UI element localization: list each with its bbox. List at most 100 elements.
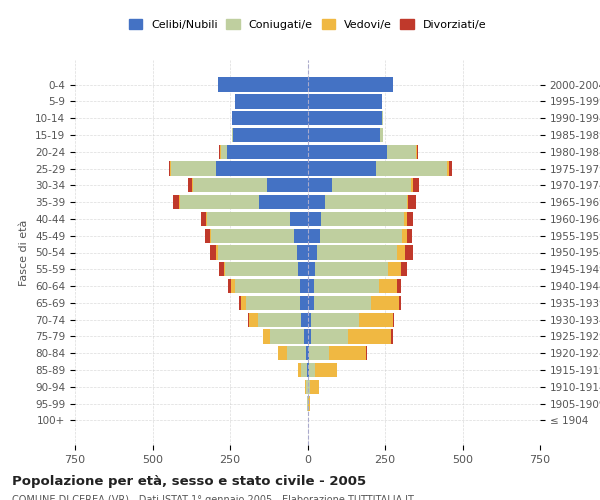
Bar xyxy=(308,78,393,92)
Bar xyxy=(404,212,407,226)
Bar xyxy=(241,296,245,310)
Bar xyxy=(329,346,367,360)
Bar xyxy=(298,363,301,377)
Bar xyxy=(278,346,287,360)
Bar xyxy=(205,228,211,243)
Bar xyxy=(308,380,310,394)
Bar xyxy=(226,262,298,276)
Bar xyxy=(308,94,382,108)
Bar xyxy=(417,144,418,159)
Bar xyxy=(300,279,308,293)
Bar xyxy=(449,162,452,175)
Bar xyxy=(320,228,402,243)
Bar xyxy=(391,330,393,344)
Bar xyxy=(188,178,192,192)
Bar xyxy=(371,296,399,310)
Bar xyxy=(407,212,413,226)
Bar xyxy=(307,396,308,410)
Bar xyxy=(412,178,413,192)
Bar xyxy=(179,195,181,210)
Bar xyxy=(267,178,308,192)
Bar xyxy=(315,262,388,276)
Bar xyxy=(407,195,408,210)
Bar xyxy=(308,111,382,126)
Bar xyxy=(359,312,393,327)
Bar xyxy=(311,312,359,327)
Bar xyxy=(263,330,271,344)
Bar xyxy=(219,262,224,276)
Bar xyxy=(300,296,308,310)
Bar xyxy=(314,279,379,293)
Bar xyxy=(308,162,376,175)
Bar xyxy=(270,330,304,344)
Bar xyxy=(308,212,322,226)
Bar xyxy=(322,212,404,226)
Bar xyxy=(306,346,308,360)
Bar xyxy=(308,312,311,327)
Bar xyxy=(231,279,235,293)
Bar xyxy=(227,144,308,159)
Bar xyxy=(216,162,308,175)
Bar xyxy=(408,195,416,210)
Bar xyxy=(218,246,296,260)
Bar xyxy=(193,178,267,192)
Bar xyxy=(301,363,307,377)
Bar xyxy=(173,195,179,210)
Bar xyxy=(397,279,401,293)
Bar xyxy=(308,262,315,276)
Bar xyxy=(308,195,325,210)
Bar xyxy=(296,246,308,260)
Bar xyxy=(386,144,416,159)
Bar xyxy=(416,144,417,159)
Bar xyxy=(382,111,383,126)
Bar xyxy=(332,178,412,192)
Bar xyxy=(308,144,386,159)
Bar xyxy=(308,296,314,310)
Bar xyxy=(192,178,193,192)
Bar xyxy=(379,279,397,293)
Y-axis label: Fasce di età: Fasce di età xyxy=(19,220,29,286)
Bar xyxy=(218,78,308,92)
Text: Popolazione per età, sesso e stato civile - 2005: Popolazione per età, sesso e stato civil… xyxy=(12,475,366,488)
Legend: Celibi/Nubili, Coniugati/e, Vedovi/e, Divorziati/e: Celibi/Nubili, Coniugati/e, Vedovi/e, Di… xyxy=(125,16,490,33)
Bar xyxy=(170,162,171,175)
Bar xyxy=(245,296,300,310)
Bar xyxy=(207,212,290,226)
Bar xyxy=(258,312,301,327)
Bar xyxy=(307,363,308,377)
Bar xyxy=(413,178,419,192)
Bar xyxy=(397,246,405,260)
Bar xyxy=(308,178,332,192)
Bar xyxy=(232,128,233,142)
Bar xyxy=(233,128,308,142)
Bar xyxy=(293,228,308,243)
Bar xyxy=(216,246,218,260)
Bar xyxy=(309,346,329,360)
Bar xyxy=(308,396,310,410)
Bar xyxy=(290,212,308,226)
Bar xyxy=(311,330,348,344)
Bar xyxy=(211,246,216,260)
Bar xyxy=(401,262,407,276)
Bar xyxy=(232,111,308,126)
Bar xyxy=(301,312,308,327)
Bar xyxy=(235,94,308,108)
Bar xyxy=(228,279,231,293)
Bar xyxy=(388,262,401,276)
Bar xyxy=(317,246,397,260)
Bar xyxy=(393,312,394,327)
Bar xyxy=(181,195,259,210)
Bar xyxy=(315,363,337,377)
Bar xyxy=(308,346,309,360)
Bar xyxy=(308,279,314,293)
Bar xyxy=(239,296,241,310)
Bar xyxy=(308,228,320,243)
Bar xyxy=(298,262,308,276)
Bar xyxy=(308,330,311,344)
Text: COMUNE DI CEREA (VR) - Dati ISTAT 1° gennaio 2005 - Elaborazione TUTTITALIA.IT: COMUNE DI CEREA (VR) - Dati ISTAT 1° gen… xyxy=(12,495,414,500)
Bar xyxy=(306,380,308,394)
Bar xyxy=(219,144,220,159)
Bar xyxy=(171,162,216,175)
Bar xyxy=(325,195,407,210)
Bar xyxy=(287,346,306,360)
